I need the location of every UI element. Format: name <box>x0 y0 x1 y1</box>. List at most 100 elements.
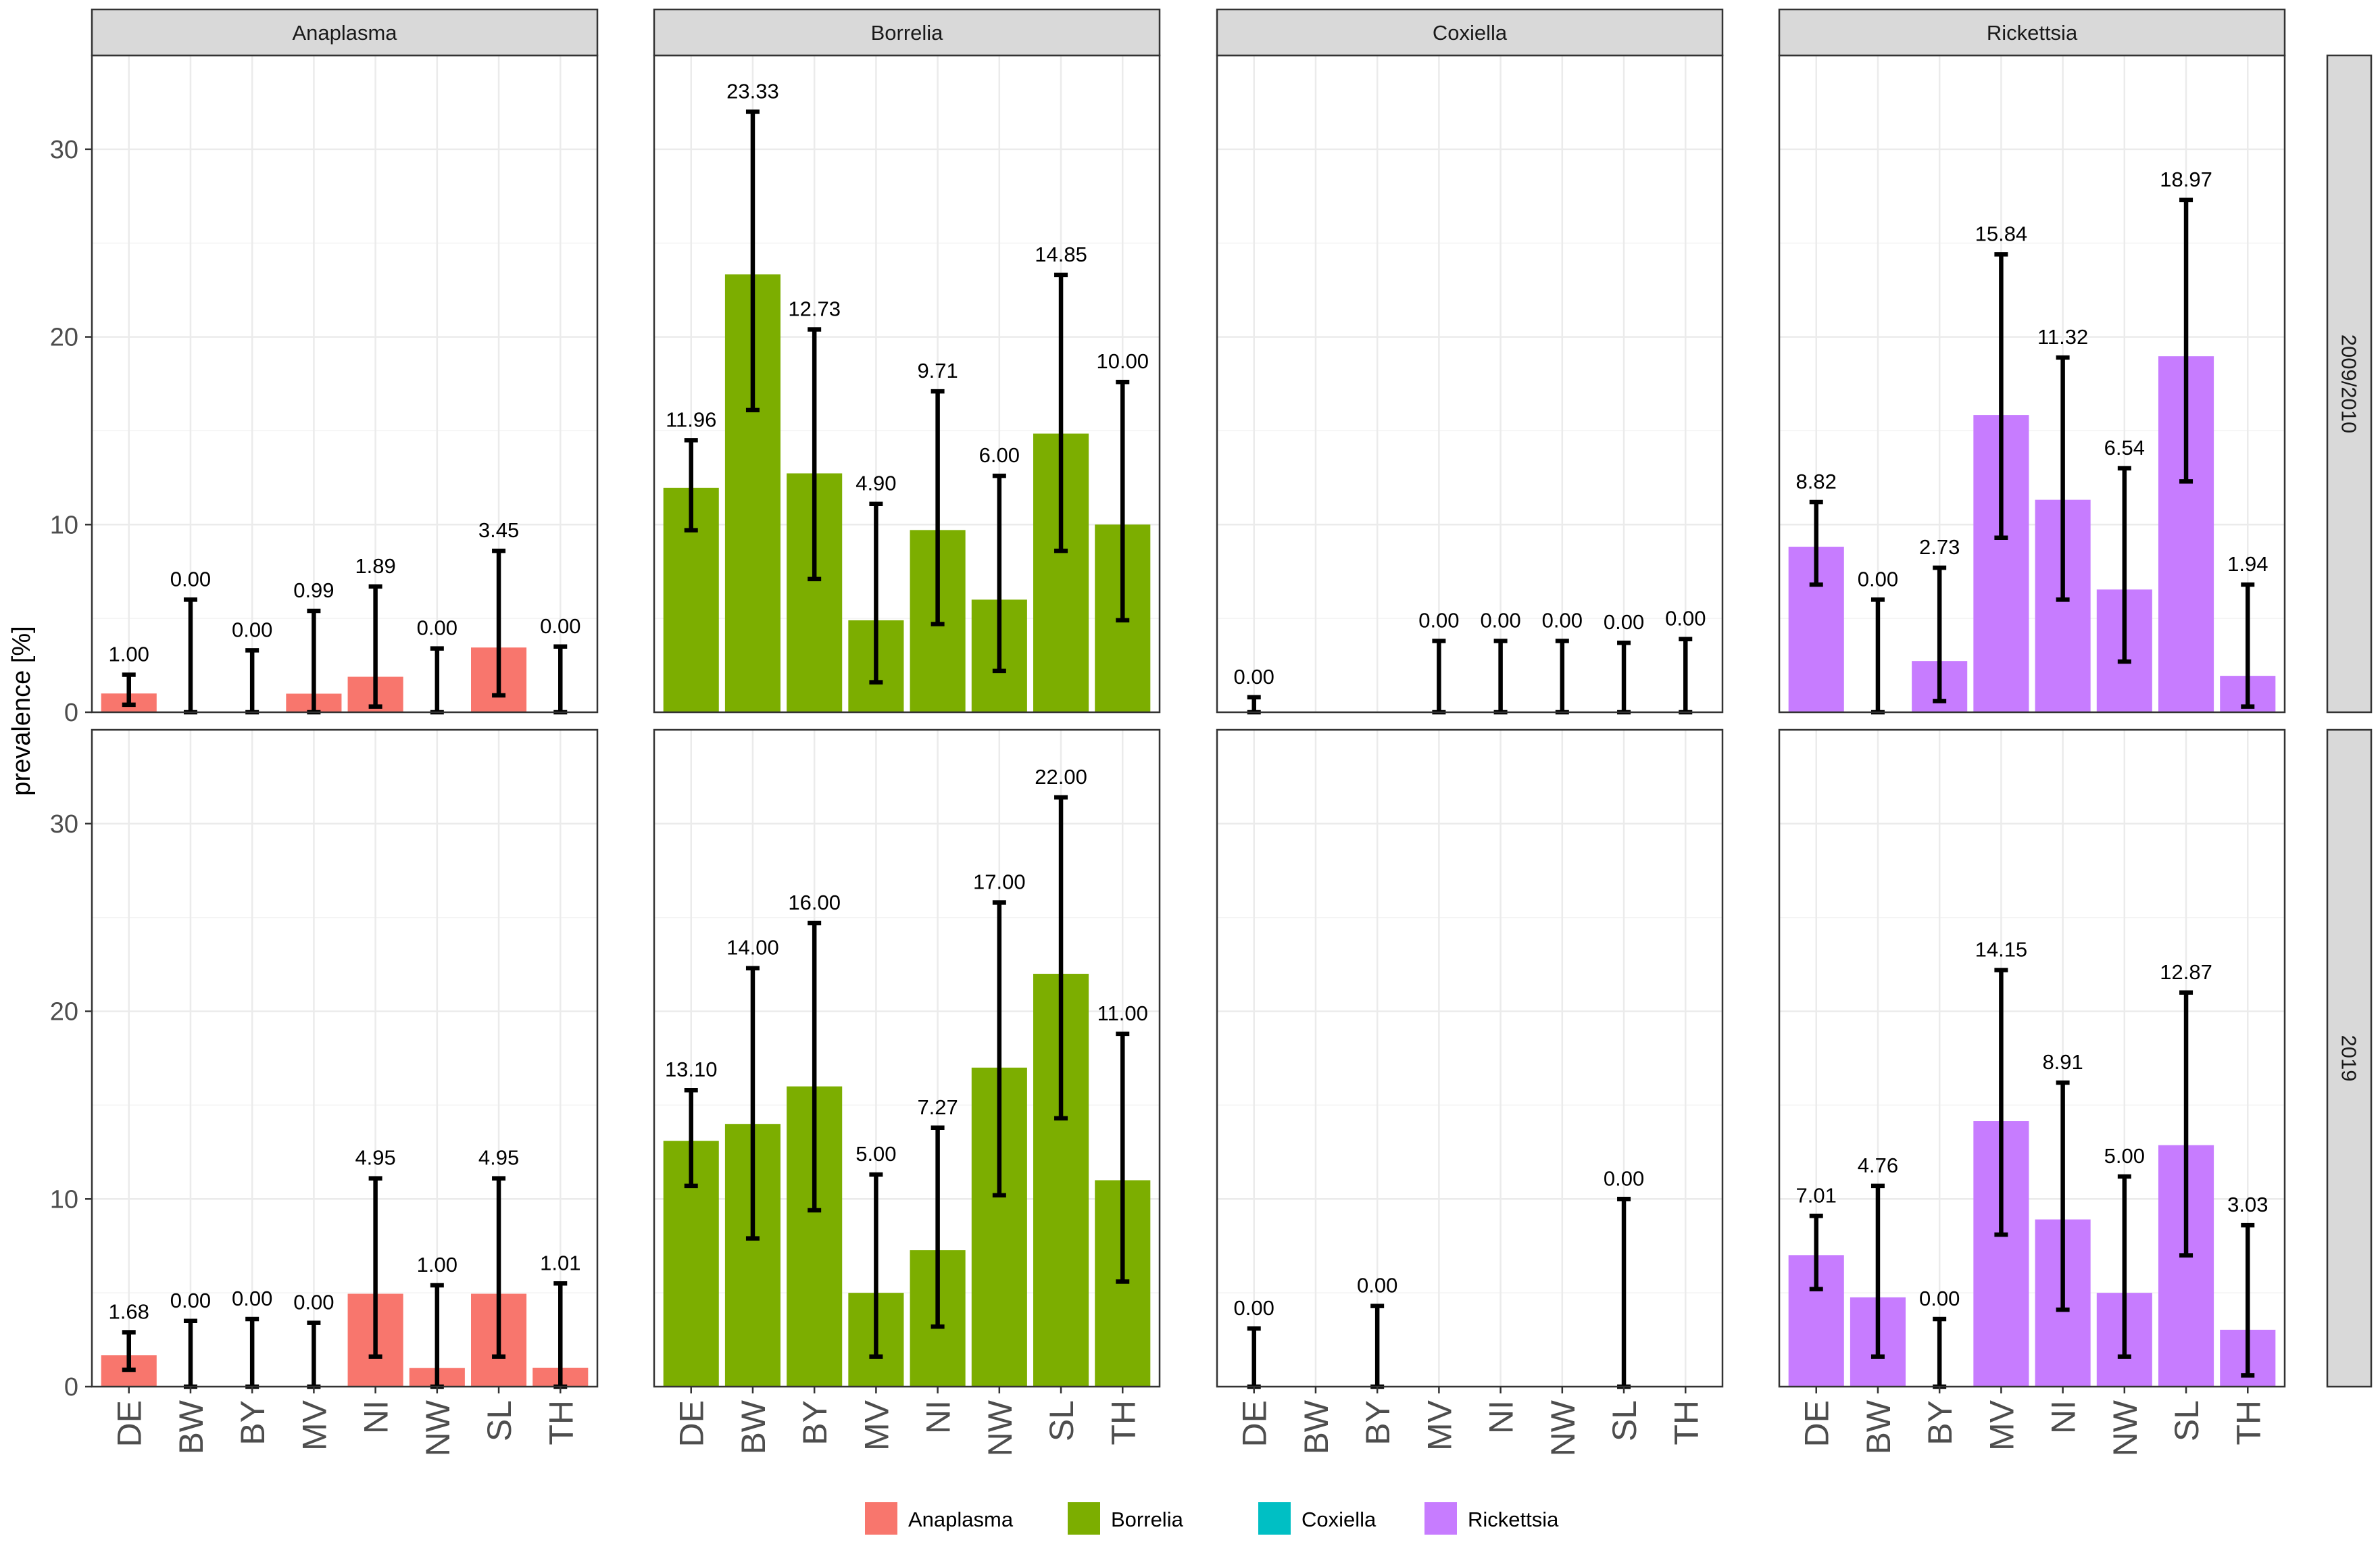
legend-label-rickettsia: Rickettsia <box>1468 1508 1559 1531</box>
x-tick-label-coxiella-sl: SL <box>1606 1400 1643 1441</box>
data-label-rickettsia-2019-nw: 5.00 <box>2104 1144 2145 1168</box>
legend-key-coxiella <box>1258 1502 1291 1535</box>
panel-border-coxiella-2019 <box>1216 728 1724 1388</box>
data-label-rickettsia-2009-2010-th: 1.94 <box>2227 552 2268 576</box>
x-tick-label-anaplasma-sl: SL <box>480 1400 518 1441</box>
x-tick-label-rickettsia-ni: NI <box>2045 1400 2083 1434</box>
data-label-borrelia-2019-nw: 17.00 <box>973 870 1026 893</box>
x-tick-label-anaplasma-th: TH <box>542 1400 580 1445</box>
x-tick-label-coxiella-ni: NI <box>1483 1400 1520 1434</box>
data-label-anaplasma-2009-2010-de: 1.00 <box>109 642 149 666</box>
x-tick-label-coxiella-de: DE <box>1236 1400 1274 1447</box>
y-tick-label: 0 <box>64 699 78 727</box>
x-tick-label-anaplasma-by: BY <box>234 1400 272 1445</box>
strip-2009-2010 <box>2326 54 2373 714</box>
data-label-borrelia-2019-mv: 5.00 <box>856 1142 896 1166</box>
data-label-borrelia-2009-2010-mv: 4.90 <box>856 472 896 495</box>
strip-coxiella <box>1216 8 1724 57</box>
y-tick-label: 10 <box>50 511 78 539</box>
x-tick-label-rickettsia-mv: MV <box>1983 1399 2020 1451</box>
x-tick-label-borrelia-nw: NW <box>981 1399 1019 1456</box>
data-label-borrelia-2009-2010-by: 12.73 <box>788 297 841 320</box>
data-label-borrelia-2019-de: 13.10 <box>665 1058 718 1081</box>
data-label-rickettsia-2019-de: 7.01 <box>1796 1183 1837 1207</box>
y-tick-label: 0 <box>64 1373 78 1402</box>
x-tick-label-rickettsia-sl: SL <box>2168 1400 2206 1441</box>
panel-bg-anaplasma-2019 <box>92 730 597 1387</box>
panel-bg-anaplasma-2009-2010 <box>92 55 597 712</box>
panel-border-rickettsia-2019 <box>1778 728 2286 1388</box>
data-label-anaplasma-2019-de: 1.68 <box>109 1299 149 1323</box>
x-tick-label-rickettsia-nw: NW <box>2106 1399 2144 1456</box>
x-tick-label-borrelia-bw: BW <box>735 1399 772 1454</box>
legend-label-anaplasma: Anaplasma <box>908 1508 1014 1531</box>
data-label-coxiella-2009-2010-mv: 0.00 <box>1418 608 1459 632</box>
data-label-anaplasma-2019-nw: 1.00 <box>417 1253 457 1277</box>
data-label-rickettsia-2019-mv: 14.15 <box>1975 937 2028 961</box>
data-label-borrelia-2019-sl: 22.00 <box>1035 765 1087 789</box>
legend-key-rickettsia <box>1424 1502 1457 1535</box>
data-label-coxiella-2009-2010-th: 0.00 <box>1665 607 1706 630</box>
data-label-borrelia-2009-2010-sl: 14.85 <box>1035 243 1087 266</box>
data-label-coxiella-2019-sl: 0.00 <box>1604 1166 1644 1190</box>
data-label-rickettsia-2019-sl: 12.87 <box>2160 960 2212 984</box>
data-label-borrelia-2009-2010-nw: 6.00 <box>979 443 1020 467</box>
x-tick-label-borrelia-mv: MV <box>858 1399 895 1451</box>
y-tick-label: 10 <box>50 1185 78 1214</box>
legend-label-borrelia: Borrelia <box>1111 1508 1184 1531</box>
strip-anaplasma <box>91 8 599 57</box>
x-tick-label-rickettsia-de: DE <box>1798 1400 1836 1447</box>
x-tick-label-borrelia-th: TH <box>1104 1400 1142 1445</box>
strip-label-2019: 2019 <box>2337 1035 2361 1082</box>
data-label-borrelia-2009-2010-th: 10.00 <box>1096 349 1149 373</box>
data-label-borrelia-2019-by: 16.00 <box>788 891 841 914</box>
y-tick-label: 20 <box>50 324 78 352</box>
x-tick-label-anaplasma-ni: NI <box>357 1400 395 1434</box>
x-tick-label-borrelia-ni: NI <box>920 1400 958 1434</box>
data-label-coxiella-2019-by: 0.00 <box>1357 1274 1397 1297</box>
x-tick-label-anaplasma-bw: BW <box>172 1399 210 1454</box>
x-tick-label-anaplasma-mv: MV <box>295 1399 333 1451</box>
strip-rickettsia <box>1778 8 2286 57</box>
x-tick-label-borrelia-sl: SL <box>1043 1400 1081 1441</box>
data-label-borrelia-2009-2010-de: 11.96 <box>666 407 716 431</box>
strip-label-rickettsia: Rickettsia <box>1987 21 2078 45</box>
data-label-borrelia-2019-th: 11.00 <box>1097 1001 1148 1025</box>
data-label-rickettsia-2019-by: 0.00 <box>1919 1287 1960 1310</box>
data-label-anaplasma-2019-th: 1.01 <box>540 1251 580 1274</box>
x-tick-label-coxiella-bw: BW <box>1297 1399 1335 1454</box>
data-label-borrelia-2019-ni: 7.27 <box>917 1095 958 1119</box>
strip-2019 <box>2326 728 2373 1388</box>
data-label-anaplasma-2019-sl: 4.95 <box>478 1146 519 1170</box>
x-tick-label-rickettsia-by: BY <box>1921 1400 1959 1445</box>
data-label-rickettsia-2019-th: 3.03 <box>2227 1193 2268 1216</box>
data-label-borrelia-2009-2010-bw: 23.33 <box>726 79 779 103</box>
panel-bg-coxiella-2019 <box>1217 730 1722 1387</box>
data-label-anaplasma-2009-2010-bw: 0.00 <box>170 567 211 591</box>
x-tick-label-anaplasma-de: DE <box>111 1400 149 1447</box>
data-label-anaplasma-2009-2010-sl: 3.45 <box>478 518 519 542</box>
strip-label-borrelia: Borrelia <box>871 21 944 45</box>
data-label-anaplasma-2009-2010-mv: 0.99 <box>293 578 334 602</box>
data-label-borrelia-2009-2010-ni: 9.71 <box>917 359 958 382</box>
data-label-rickettsia-2009-2010-de: 8.82 <box>1796 470 1837 493</box>
data-label-rickettsia-2009-2010-nw: 6.54 <box>2104 436 2145 460</box>
data-label-anaplasma-2009-2010-ni: 1.89 <box>355 554 395 578</box>
y-tick-label: 30 <box>50 136 78 164</box>
x-tick-label-rickettsia-th: TH <box>2229 1400 2267 1445</box>
data-label-coxiella-2009-2010-ni: 0.00 <box>1480 608 1520 632</box>
panel-border-anaplasma-2019 <box>91 728 599 1388</box>
data-label-rickettsia-2009-2010-by: 2.73 <box>1919 535 1960 559</box>
strip-label-2009-2010: 2009/2010 <box>2337 334 2361 434</box>
data-label-rickettsia-2009-2010-sl: 18.97 <box>2160 168 2212 191</box>
data-label-borrelia-2019-bw: 14.00 <box>726 936 779 960</box>
strip-label-anaplasma: Anaplasma <box>292 21 397 45</box>
x-tick-label-coxiella-by: BY <box>1359 1400 1397 1445</box>
data-label-anaplasma-2019-mv: 0.00 <box>293 1291 334 1314</box>
y-axis-title: prevalence [%] <box>7 626 36 795</box>
data-label-anaplasma-2019-by: 0.00 <box>232 1287 272 1310</box>
x-tick-label-coxiella-mv: MV <box>1420 1399 1458 1451</box>
data-label-rickettsia-2009-2010-ni: 11.32 <box>2037 325 2088 349</box>
data-label-coxiella-2009-2010-de: 0.00 <box>1234 665 1274 689</box>
